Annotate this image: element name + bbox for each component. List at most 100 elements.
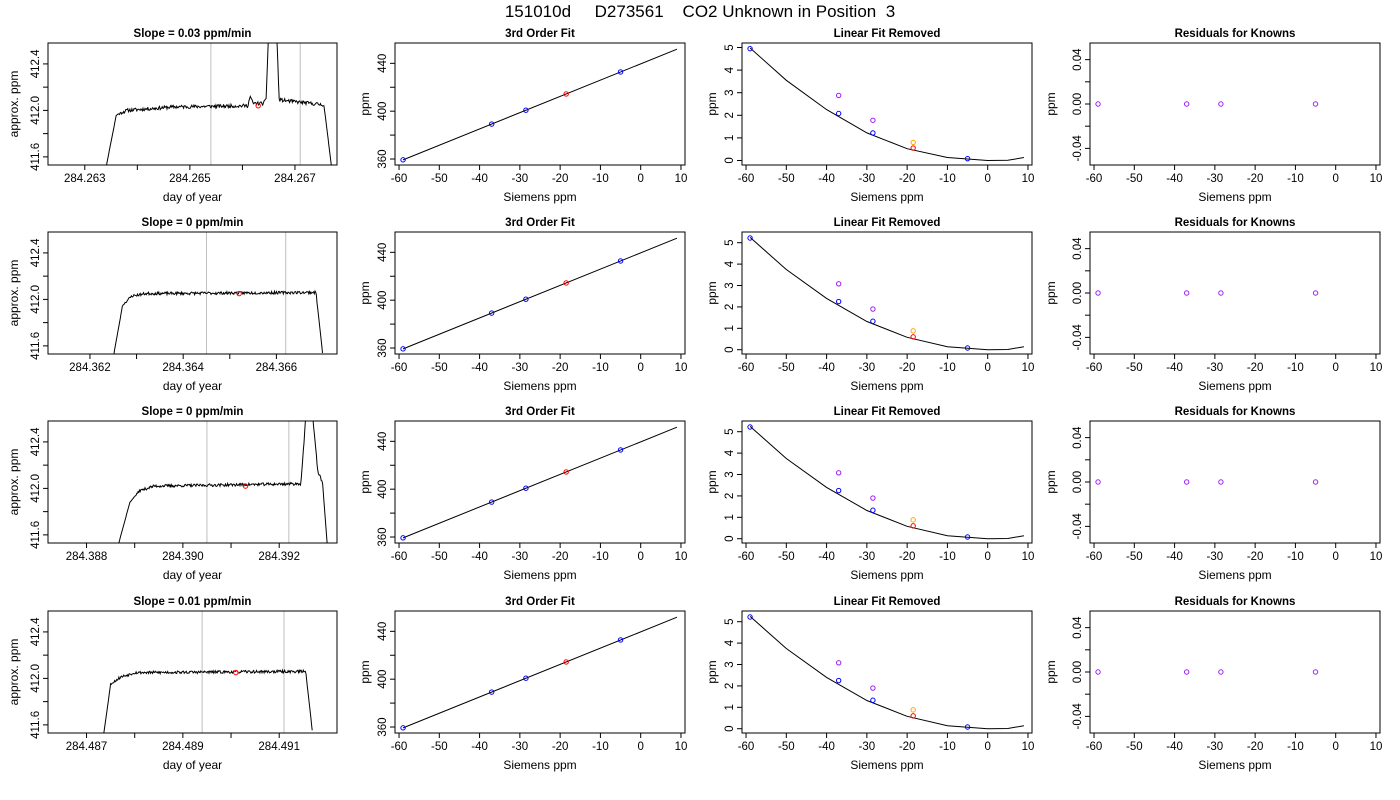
data-point <box>835 281 842 287</box>
concentration-trace <box>103 668 313 733</box>
y-tick-label: 440 <box>377 432 389 451</box>
panel-title: 3rd Order Fit <box>505 28 575 40</box>
x-tick-label: -30 <box>1207 362 1224 374</box>
x-tick-label: -50 <box>778 741 795 753</box>
panel-trace-row1: Slope = 0.03 ppm/min 284.263 284.265 284.26… <box>7 28 338 204</box>
y-axis-label: ppm <box>1044 92 1058 115</box>
fit-line <box>402 237 678 350</box>
residual-curve <box>749 616 1024 730</box>
x-tick-label: -10 <box>1287 551 1304 563</box>
x-tick-label: 0 <box>1332 362 1338 374</box>
x-tick-label: -40 <box>1166 741 1183 753</box>
data-point <box>400 346 406 352</box>
x-tick-label: -30 <box>1207 741 1224 753</box>
data-point <box>1095 479 1101 485</box>
x-tick-label: -40 <box>1166 173 1183 185</box>
x-axis-label: Siemens ppm <box>850 568 923 582</box>
x-tick-label: -10 <box>592 741 609 753</box>
x-tick-label: -30 <box>512 362 529 374</box>
x-tick-label: 0 <box>637 362 643 374</box>
x-tick-label: -60 <box>738 741 755 753</box>
data-point <box>835 470 842 476</box>
x-tick-label: 284.487 <box>66 741 108 753</box>
x-tick-label: -50 <box>431 173 448 185</box>
data-point <box>400 535 406 541</box>
x-tick-label: -20 <box>552 173 569 185</box>
y-tick-label: 411.6 <box>30 143 42 171</box>
x-tick-label: -20 <box>552 741 569 753</box>
y-tick-label: 400 <box>377 291 389 310</box>
y-tick-label: 0.04 <box>1072 426 1084 449</box>
plot-area <box>747 235 1024 351</box>
x-tick-label: -50 <box>431 362 448 374</box>
panel-lin-row2: Linear Fit Removed -60 -50 -40 -30 -20 -10 0 10 0… <box>705 217 1034 393</box>
y-tick-label: 4 <box>724 639 736 646</box>
fit-line <box>402 426 678 539</box>
data-point <box>488 689 495 695</box>
x-axis-label: day of year <box>163 758 222 772</box>
y-tick-label: 2 <box>724 683 736 689</box>
panel-title: Linear Fit Removed <box>834 28 941 40</box>
data-point <box>747 235 753 241</box>
y-tick-label: -0.04 <box>1072 324 1084 351</box>
y-tick-label: 5 <box>724 44 736 50</box>
panel-lin-row3: Linear Fit Removed -60 -50 -40 -30 -20 -10 0 10 0… <box>705 406 1034 582</box>
data-point <box>563 469 569 475</box>
x-tick-label: -20 <box>899 741 916 753</box>
x-tick-label: -50 <box>778 551 795 563</box>
y-tick-label: 412.0 <box>30 474 42 503</box>
x-tick-label: 284.392 <box>258 551 300 563</box>
y-tick-label: 412.4 <box>30 49 42 78</box>
x-tick-label: -50 <box>778 362 795 374</box>
y-tick-label: 1 <box>724 514 736 520</box>
x-tick-label: -10 <box>1287 741 1304 753</box>
x-tick-label: -60 <box>391 173 408 185</box>
data-point <box>910 139 916 146</box>
plot-frame <box>741 420 1033 544</box>
x-tick-label: -60 <box>738 551 755 563</box>
x-tick-label: 284.366 <box>256 362 298 374</box>
panel-title: Slope = 0.03 ppm/min <box>134 28 252 40</box>
panel-title: Linear Fit Removed <box>834 406 941 418</box>
panel-lin-row1: Linear Fit Removed -60 -50 -40 -30 -20 -10 0 10 0… <box>705 28 1034 204</box>
x-tick-label: -40 <box>471 173 488 185</box>
y-axis-label: approx. ppm <box>7 260 21 327</box>
x-tick-label: -20 <box>552 551 569 563</box>
x-tick-label: -50 <box>778 173 795 185</box>
y-axis-label: ppm <box>1044 660 1058 683</box>
panel-title: 3rd Order Fit <box>505 406 575 418</box>
y-tick-label: 411.6 <box>30 332 42 360</box>
plot-frame <box>1089 42 1381 166</box>
plot-frame <box>47 420 338 544</box>
data-point <box>870 306 876 312</box>
x-axis-label: day of year <box>163 568 222 582</box>
sample-marker <box>242 483 249 489</box>
y-tick-label: 3 <box>724 471 736 477</box>
data-point <box>1183 669 1190 675</box>
x-tick-label: -50 <box>431 551 448 563</box>
data-point <box>964 155 971 162</box>
data-point <box>1312 669 1319 675</box>
panel-title: Slope = 0 ppm/min <box>142 217 244 229</box>
x-tick-label: 10 <box>1370 741 1383 753</box>
y-tick-label: 1 <box>724 704 736 710</box>
panel-fit-row4: 3rd Order Fit -60 -50 -40 -30 -20 -10 0 10 360 400… <box>358 596 687 772</box>
fit-line <box>402 616 678 729</box>
x-tick-label: -30 <box>859 551 876 563</box>
x-tick-label: -30 <box>859 741 876 753</box>
x-tick-label: -20 <box>899 173 916 185</box>
plot-area <box>400 237 678 352</box>
y-tick-label: 360 <box>377 149 389 168</box>
data-point <box>523 485 529 491</box>
y-tick-label: 1 <box>724 325 736 331</box>
x-axis-label: day of year <box>163 379 222 393</box>
y-axis-label: ppm <box>705 660 719 683</box>
x-axis-label: Siemens ppm <box>1198 568 1271 582</box>
residual-curve <box>749 237 1024 351</box>
x-tick-label: -50 <box>1126 551 1143 563</box>
x-tick-label: -50 <box>431 741 448 753</box>
y-tick-label: -0.04 <box>1072 513 1084 540</box>
x-tick-label: 0 <box>637 741 643 753</box>
data-point <box>910 713 916 719</box>
data-point <box>617 69 624 75</box>
